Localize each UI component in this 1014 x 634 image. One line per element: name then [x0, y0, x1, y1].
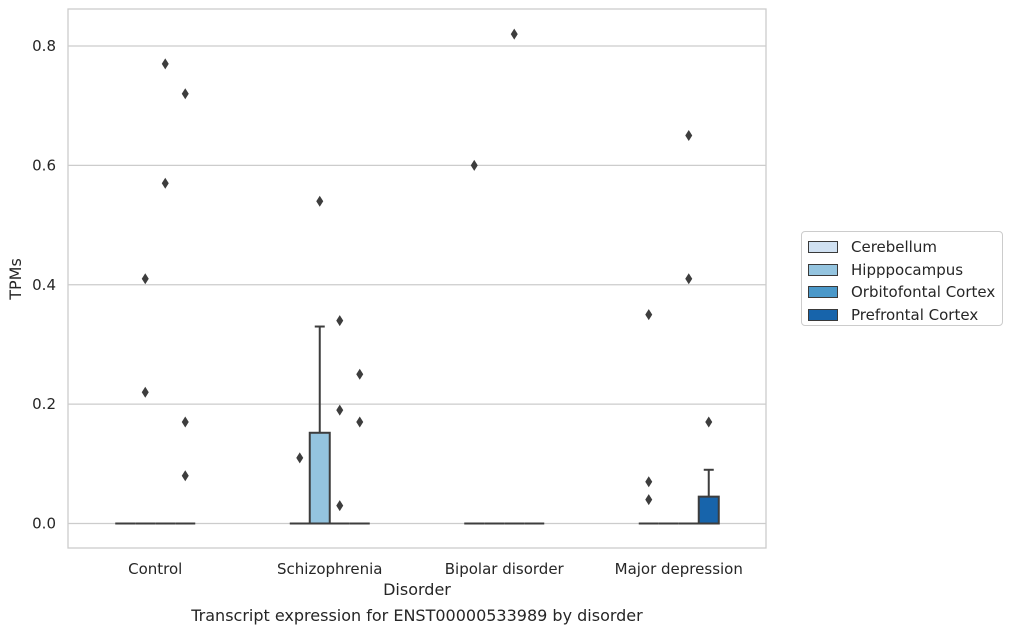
x-axis-label: Disorder — [383, 580, 451, 599]
x-tick-label: Bipolar disorder — [445, 560, 565, 578]
box-cerebellum — [289, 452, 310, 525]
outlier-point — [336, 404, 344, 416]
outlier-point — [510, 28, 518, 40]
plot-area — [68, 9, 766, 548]
box-orbitofontal-cortex — [504, 28, 525, 525]
legend-item: Orbitofontal Cortex — [808, 281, 1002, 304]
x-tick-label: Schizophrenia — [277, 560, 382, 578]
legend-swatch — [808, 286, 838, 299]
plot-frame — [67, 8, 767, 549]
chart-caption: Transcript expression for ENST0000053398… — [191, 606, 643, 625]
x-tick-labels: Control Schizophrenia Bipolar disorder Majo… — [128, 560, 743, 578]
y-tick-label: 0.2 — [32, 395, 56, 413]
outlier-point — [336, 315, 344, 327]
outlier-point — [645, 309, 653, 321]
box-cerebellum — [464, 159, 485, 525]
outlier-point — [141, 386, 149, 398]
legend-label: Orbitofontal Cortex — [851, 283, 996, 302]
box-orbitofontal-cortex — [678, 130, 699, 525]
outlier-point — [685, 130, 693, 142]
box-prefrontal-cortex — [697, 416, 720, 525]
x-tick-label: Control — [128, 560, 182, 578]
box-plots — [115, 28, 720, 525]
y-axis-label: TPMs — [6, 258, 25, 301]
x-tick-label: Major depression — [615, 560, 743, 578]
outlier-point — [181, 88, 189, 100]
legend-item: Prefrontal Cortex — [808, 304, 1002, 327]
outlier-point — [336, 500, 344, 512]
outlier-point — [470, 159, 478, 171]
legend-label: Cerebellum — [851, 238, 937, 257]
outlier-point — [181, 416, 189, 428]
y-tick-label: 0.8 — [32, 37, 56, 55]
y-tick-labels: 0.0 0.2 0.4 0.6 0.8 — [32, 37, 56, 533]
box-prefrontal-cortex — [349, 368, 370, 525]
legend-label: Prefrontal Cortex — [851, 305, 979, 324]
outlier-point — [645, 494, 653, 506]
box-orbitofontal-cortex — [329, 315, 350, 525]
legend-item: Cerebellum — [808, 236, 1002, 259]
outlier-point — [356, 416, 364, 428]
legend-label: Hipppocampus — [851, 260, 964, 279]
y-tick-label: 0.4 — [32, 276, 56, 294]
legend: Cerebellum Hipppocampus Orbitofontal Corte… — [801, 231, 1003, 326]
box-hipppocampus — [135, 273, 156, 525]
outlier-point — [161, 58, 169, 70]
box-cerebellum — [638, 309, 659, 525]
outlier-point — [316, 195, 324, 207]
outlier-point — [356, 368, 364, 380]
legend-item: Hipppocampus — [808, 259, 1002, 282]
legend-swatch — [808, 241, 838, 254]
y-tick-label: 0.6 — [32, 156, 56, 174]
outlier-point — [141, 273, 149, 285]
outlier-point — [685, 273, 693, 285]
legend-swatch — [808, 263, 838, 276]
outlier-point — [705, 416, 713, 428]
legend-swatch — [808, 308, 838, 321]
box-hipppocampus — [308, 195, 331, 525]
outlier-point — [296, 452, 304, 464]
outlier-point — [645, 476, 653, 488]
box-orbitofontal-cortex — [155, 58, 176, 525]
outlier-point — [161, 177, 169, 189]
box — [308, 431, 331, 525]
box — [697, 495, 720, 525]
outlier-point — [181, 470, 189, 482]
box-prefrontal-cortex — [175, 88, 196, 525]
y-tick-label: 0.0 — [32, 515, 56, 533]
